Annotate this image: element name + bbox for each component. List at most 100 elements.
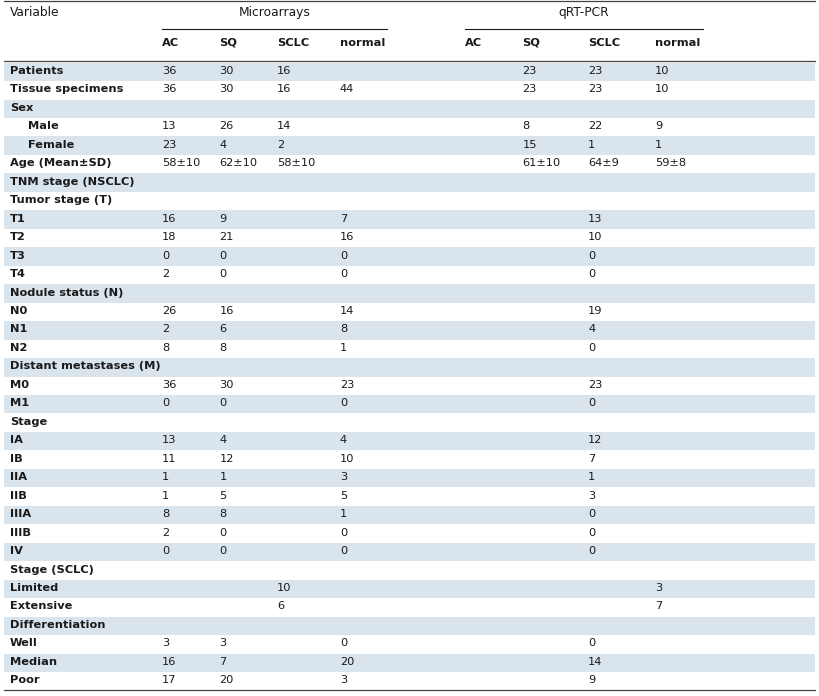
- Text: SQ: SQ: [219, 38, 238, 47]
- Text: 20: 20: [219, 675, 234, 686]
- Bar: [4, 229, 815, 247]
- Text: 0: 0: [588, 251, 595, 260]
- Bar: [4, 561, 815, 580]
- Text: qRT-PCR: qRT-PCR: [559, 6, 609, 19]
- Text: 5: 5: [340, 491, 347, 500]
- Text: 0: 0: [588, 509, 595, 519]
- Bar: [4, 358, 815, 377]
- Text: Age (Mean±SD): Age (Mean±SD): [10, 158, 111, 168]
- Text: Stage (SCLC): Stage (SCLC): [10, 564, 93, 574]
- Text: 61±10: 61±10: [523, 158, 561, 168]
- Text: 0: 0: [219, 398, 227, 409]
- Bar: [4, 543, 815, 561]
- Text: 4: 4: [219, 140, 227, 150]
- Text: 16: 16: [277, 66, 292, 76]
- Bar: [4, 210, 815, 229]
- Text: 17: 17: [162, 675, 177, 686]
- Text: Limited: Limited: [10, 583, 58, 593]
- Bar: [4, 413, 815, 432]
- Bar: [4, 321, 815, 340]
- Text: 62±10: 62±10: [219, 158, 258, 168]
- Text: IA: IA: [10, 435, 23, 445]
- Text: Poor: Poor: [10, 675, 39, 686]
- Bar: [4, 155, 815, 173]
- Text: 9: 9: [219, 214, 227, 223]
- Text: Female: Female: [28, 140, 75, 150]
- Text: 4: 4: [340, 435, 347, 445]
- Text: 19: 19: [588, 306, 603, 316]
- Bar: [4, 469, 815, 487]
- Text: 21: 21: [219, 232, 234, 242]
- Text: 64±9: 64±9: [588, 158, 619, 168]
- Text: 0: 0: [162, 398, 170, 409]
- Text: Tumor stage (T): Tumor stage (T): [10, 195, 112, 205]
- Text: Distant metastases (M): Distant metastases (M): [10, 361, 161, 372]
- Text: 13: 13: [162, 121, 177, 132]
- Text: 8: 8: [162, 343, 170, 353]
- Text: 0: 0: [162, 546, 170, 556]
- Text: 0: 0: [340, 398, 347, 409]
- Text: 8: 8: [162, 509, 170, 519]
- Text: 0: 0: [219, 269, 227, 279]
- Text: 10: 10: [655, 66, 670, 76]
- Text: TNM stage (NSCLC): TNM stage (NSCLC): [10, 177, 134, 187]
- Text: 1: 1: [340, 343, 347, 353]
- Text: 44: 44: [340, 84, 354, 95]
- Text: 0: 0: [219, 528, 227, 537]
- Text: 26: 26: [219, 121, 233, 132]
- Bar: [4, 136, 815, 155]
- Text: normal: normal: [655, 38, 700, 47]
- Text: 0: 0: [588, 546, 595, 556]
- Bar: [4, 118, 815, 136]
- Text: SQ: SQ: [523, 38, 541, 47]
- Text: 59±8: 59±8: [655, 158, 686, 168]
- Text: 8: 8: [523, 121, 530, 132]
- Text: 16: 16: [340, 232, 355, 242]
- Text: 7: 7: [588, 454, 595, 464]
- Text: 1: 1: [162, 491, 170, 500]
- Text: 0: 0: [588, 343, 595, 353]
- Bar: [4, 432, 815, 450]
- Bar: [4, 173, 815, 192]
- Text: 0: 0: [340, 269, 347, 279]
- Text: 1: 1: [340, 509, 347, 519]
- Bar: [4, 395, 815, 413]
- Text: 0: 0: [588, 398, 595, 409]
- Text: 2: 2: [162, 269, 170, 279]
- Text: 3: 3: [162, 638, 170, 649]
- Text: IB: IB: [10, 454, 23, 464]
- Text: IIIA: IIIA: [10, 509, 31, 519]
- Bar: [4, 654, 815, 672]
- Text: N2: N2: [10, 343, 27, 353]
- Text: AC: AC: [465, 38, 482, 47]
- Text: 22: 22: [588, 121, 602, 132]
- Text: 30: 30: [219, 84, 234, 95]
- Text: 14: 14: [277, 121, 292, 132]
- Text: Stage: Stage: [10, 417, 47, 427]
- Text: N1: N1: [10, 324, 27, 335]
- Bar: [4, 192, 815, 210]
- Bar: [4, 284, 815, 303]
- Text: Nodule status (N): Nodule status (N): [10, 287, 123, 297]
- Text: 23: 23: [588, 380, 603, 390]
- Text: 18: 18: [162, 232, 177, 242]
- Text: 13: 13: [588, 214, 603, 223]
- Text: normal: normal: [340, 38, 385, 47]
- Text: 30: 30: [219, 66, 234, 76]
- Text: 8: 8: [219, 343, 227, 353]
- Text: 1: 1: [162, 472, 170, 482]
- Text: 13: 13: [162, 435, 177, 445]
- Text: 3: 3: [588, 491, 595, 500]
- Bar: [4, 266, 815, 284]
- Text: 58±10: 58±10: [162, 158, 201, 168]
- Text: Variable: Variable: [10, 6, 59, 19]
- Text: 16: 16: [219, 306, 234, 316]
- Bar: [4, 487, 815, 506]
- Text: 5: 5: [219, 491, 227, 500]
- Bar: [4, 377, 815, 395]
- Text: 6: 6: [277, 601, 284, 611]
- Text: 36: 36: [162, 84, 177, 95]
- Text: 0: 0: [588, 638, 595, 649]
- Text: 3: 3: [655, 583, 663, 593]
- Bar: [4, 303, 815, 321]
